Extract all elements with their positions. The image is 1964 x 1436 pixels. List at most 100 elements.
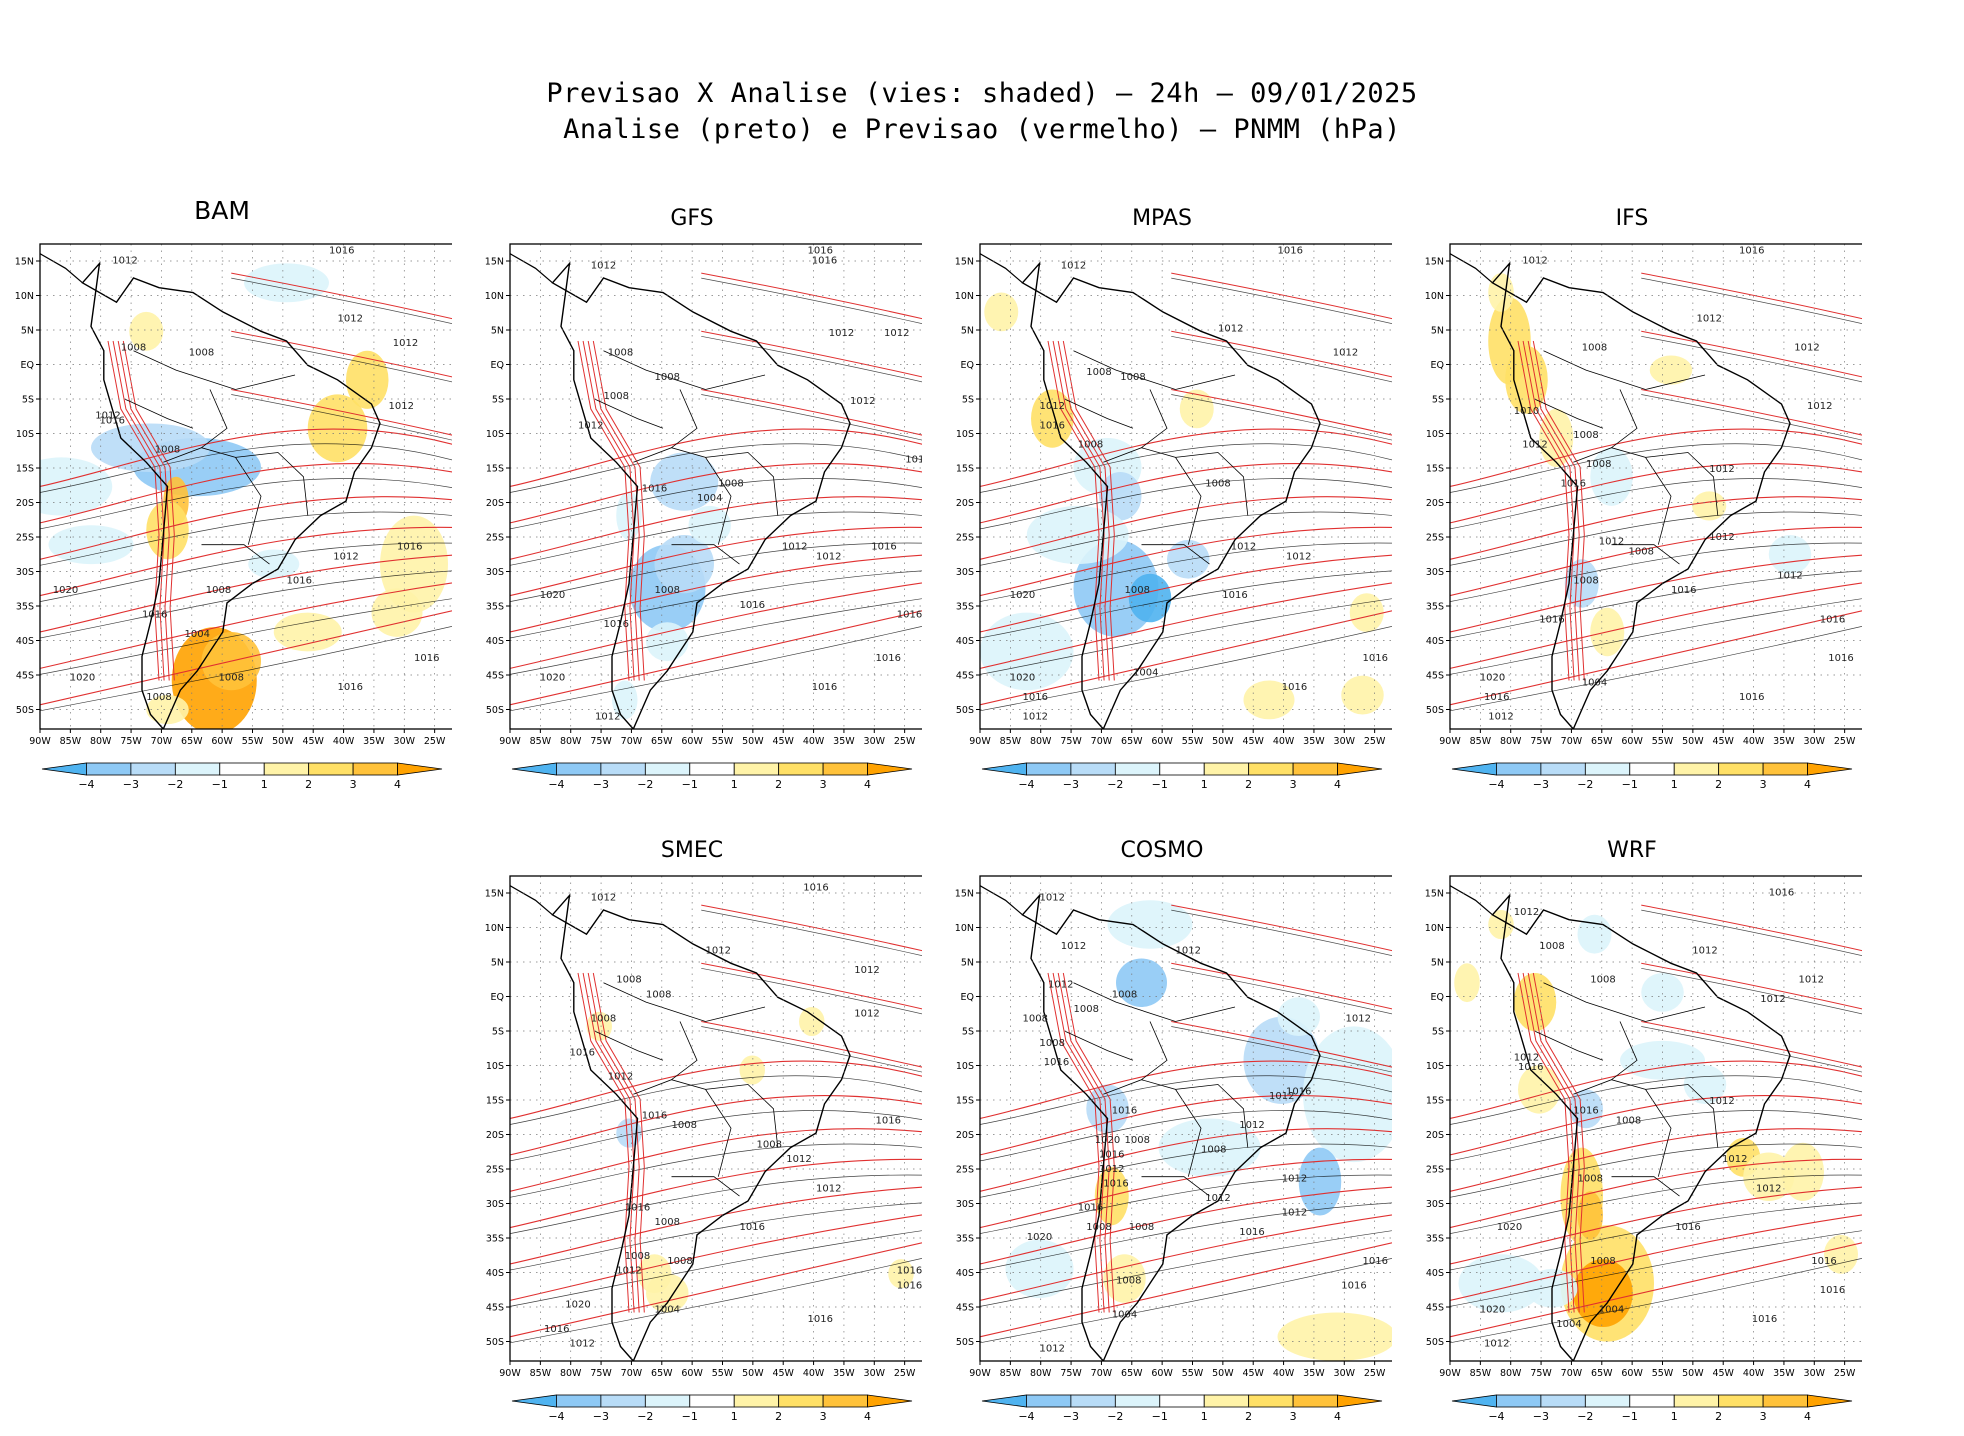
country-border — [705, 452, 779, 516]
colorbar-label: 2 — [1245, 778, 1252, 791]
colorbar-label: −1 — [682, 1410, 698, 1423]
andes-contour — [122, 340, 175, 681]
bias-shading — [1277, 997, 1320, 1037]
panel-smec: SMEC 1016 1012 1012 1012 1008 1008 1008 1012 101… — [462, 828, 922, 1428]
colorbar-swatch — [733, 1394, 780, 1408]
contour-label: 1016 — [544, 1324, 569, 1335]
andes-contour — [1047, 972, 1100, 1313]
analysis-isobar — [980, 542, 1392, 602]
contour-label: 1016 — [1769, 887, 1794, 898]
lon-tick-label: 70W — [1091, 736, 1113, 747]
contour-label: 1012 — [854, 965, 879, 976]
plot-content: 1016 1012 1012 1012 1008 1008 1016 1012 1008 1008… — [980, 244, 1392, 729]
forecast-isobar — [510, 1242, 922, 1338]
lat-tick-label: 25S — [486, 533, 504, 544]
country-border — [1611, 544, 1680, 565]
contour-label: 1012 — [1023, 711, 1048, 722]
country-border — [705, 1084, 779, 1148]
lon-tick-label: 35W — [1303, 736, 1325, 747]
colorbar-arrow — [41, 762, 87, 776]
analysis-isobar — [701, 967, 922, 1015]
lat-tick-label: 35S — [1426, 602, 1444, 613]
lon-tick-label: 30W — [1804, 1368, 1826, 1379]
contour-label: 1004 — [185, 629, 210, 640]
country-border — [1645, 452, 1719, 516]
country-border — [1064, 398, 1134, 429]
lon-tick-label: 70W — [1561, 736, 1583, 747]
colorbar-swatch — [1762, 762, 1808, 776]
lon-tick-label: 85W — [60, 736, 82, 747]
lat-tick-label: 15S — [486, 1096, 504, 1107]
lon-tick-label: 60W — [1151, 736, 1173, 747]
lon-tick-label: 70W — [1091, 1368, 1113, 1379]
forecast-isobar — [1450, 1214, 1862, 1301]
colorbar-label: −2 — [167, 778, 183, 791]
colorbar-swatch — [644, 1394, 691, 1408]
analysis-isobar — [980, 443, 1392, 493]
bias-shading — [1590, 447, 1633, 506]
lon-tick-label: 90W — [499, 736, 521, 747]
country-border — [1175, 452, 1249, 516]
forecast-isobar — [40, 554, 452, 633]
colorbar-label: −2 — [1107, 778, 1123, 791]
country-border — [594, 398, 664, 429]
lon-tick-label: 75W — [590, 736, 612, 747]
colorbar-swatch — [1496, 762, 1542, 776]
lat-tick-label: 10N — [485, 291, 504, 302]
forecast-isobar — [1450, 1186, 1862, 1265]
andes-contour — [577, 972, 630, 1313]
forecast-isobar — [1450, 496, 1862, 560]
contour-label: 1004 — [655, 1305, 680, 1316]
contour-label: 1020 — [70, 673, 95, 684]
contour-label: 1008 — [655, 372, 680, 383]
contour-label: 1016 — [1739, 692, 1764, 703]
country-border — [1175, 1084, 1249, 1148]
forecast-isobar — [231, 330, 452, 378]
contour-label: 1012 — [1286, 551, 1311, 562]
contour-label: 1012 — [816, 1183, 841, 1194]
analysis-isobar — [980, 1202, 1392, 1271]
lat-tick-label: 50S — [1426, 1337, 1444, 1348]
lon-tick-label: 55W — [1182, 1368, 1204, 1379]
lat-tick-label: 30S — [16, 567, 34, 578]
contour-label: 1004 — [1133, 668, 1158, 679]
lon-tick-label: 80W — [1030, 736, 1052, 747]
colorbar-arrow — [1337, 762, 1383, 776]
contour-label: 1016 — [803, 883, 828, 894]
coastline — [1021, 261, 1321, 729]
lon-tick-label: 50W — [742, 736, 764, 747]
colorbar-label: −1 — [212, 778, 228, 791]
lat-tick-label: 5N — [961, 958, 974, 969]
andes-contour — [112, 340, 165, 681]
forecast-isobar — [1641, 272, 1862, 320]
contour-label: 1016 — [1099, 1149, 1124, 1160]
colorbar-swatch — [1762, 1394, 1808, 1408]
contour-label: 1008 — [1616, 1115, 1641, 1126]
country-border — [1543, 350, 1706, 390]
contour-label: 1016 — [905, 454, 922, 465]
analysis-isobar — [510, 478, 922, 530]
colorbar-arrow — [511, 762, 557, 776]
forecast-isobar — [1450, 610, 1862, 706]
colorbar-label: −1 — [682, 778, 698, 791]
forecast-isobar — [1171, 389, 1392, 436]
contour-label: 1012 — [1599, 537, 1624, 548]
analysis-isobar — [980, 1110, 1392, 1162]
colorbar-swatch — [1070, 762, 1116, 776]
lat-tick-label: 5S — [22, 395, 34, 406]
bias-shading — [1505, 345, 1548, 414]
bias-shading — [1649, 355, 1693, 385]
colorbar-swatch — [1070, 1394, 1116, 1408]
andes-contour — [1522, 340, 1575, 681]
analysis-isobar — [231, 277, 452, 325]
lon-tick-label: 85W — [1470, 1368, 1492, 1379]
analysis-isobar — [1450, 443, 1862, 493]
bias-shading — [1781, 1142, 1824, 1201]
colorbar-label: −3 — [593, 778, 609, 791]
contour-label: 1012 — [616, 1266, 641, 1277]
coastline — [1491, 261, 1791, 729]
andes-contour — [1517, 972, 1570, 1313]
lat-tick-label: 50S — [956, 705, 974, 716]
contour-label: 1012 — [1522, 255, 1547, 266]
colorbar-arrow — [1337, 1394, 1383, 1408]
